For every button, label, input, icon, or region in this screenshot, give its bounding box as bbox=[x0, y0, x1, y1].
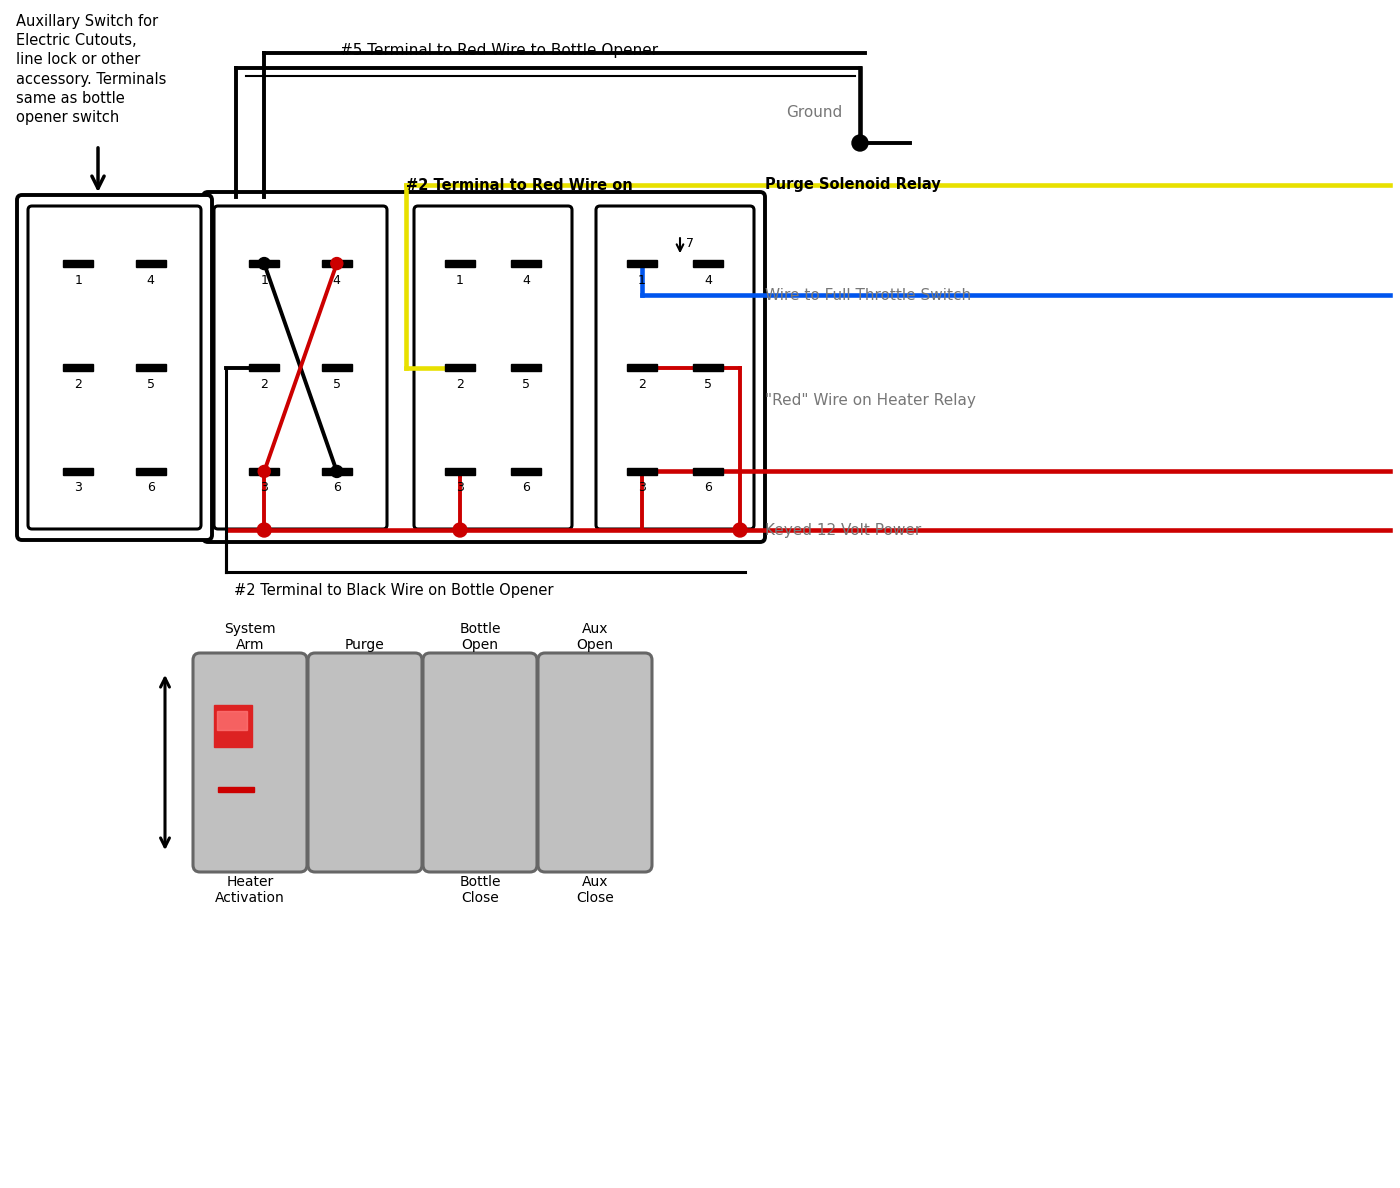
Text: 6: 6 bbox=[333, 481, 340, 494]
Text: #5 Terminal to Red Wire to Bottle Opener: #5 Terminal to Red Wire to Bottle Opener bbox=[340, 43, 658, 57]
Bar bbox=[214, 706, 252, 747]
Text: 1: 1 bbox=[260, 273, 269, 286]
Circle shape bbox=[734, 523, 748, 537]
Text: 5: 5 bbox=[522, 378, 531, 391]
Bar bbox=[511, 364, 540, 371]
Bar bbox=[627, 364, 657, 371]
Circle shape bbox=[258, 258, 270, 270]
Text: 3: 3 bbox=[638, 481, 645, 494]
FancyBboxPatch shape bbox=[414, 206, 573, 529]
Text: 6: 6 bbox=[704, 481, 713, 494]
Text: Auxillary Switch for
Electric Cutouts,
line lock or other
accessory. Terminals
s: Auxillary Switch for Electric Cutouts, l… bbox=[15, 14, 167, 125]
Text: 2: 2 bbox=[456, 378, 463, 391]
Text: 5: 5 bbox=[704, 378, 713, 391]
FancyBboxPatch shape bbox=[203, 192, 764, 542]
Text: 2: 2 bbox=[260, 378, 269, 391]
Text: 4: 4 bbox=[333, 273, 340, 286]
Bar bbox=[445, 364, 475, 371]
Text: #2 Terminal to Black Wire on Bottle Opener: #2 Terminal to Black Wire on Bottle Open… bbox=[234, 582, 553, 598]
Text: Purge: Purge bbox=[346, 638, 385, 652]
Bar bbox=[322, 260, 351, 267]
Bar bbox=[249, 364, 279, 371]
Text: 1: 1 bbox=[638, 273, 645, 286]
Text: 6: 6 bbox=[522, 481, 531, 494]
Text: "Red" Wire on Heater Relay: "Red" Wire on Heater Relay bbox=[764, 392, 976, 407]
Text: 5: 5 bbox=[147, 378, 155, 391]
Text: 5: 5 bbox=[333, 378, 340, 391]
Bar bbox=[627, 468, 657, 475]
Bar bbox=[217, 712, 246, 731]
Text: Bottle
Close: Bottle Close bbox=[459, 876, 501, 905]
Text: 3: 3 bbox=[260, 481, 269, 494]
FancyBboxPatch shape bbox=[214, 206, 386, 529]
Circle shape bbox=[330, 466, 343, 478]
Bar bbox=[322, 468, 351, 475]
FancyBboxPatch shape bbox=[596, 206, 755, 529]
Bar bbox=[63, 364, 94, 371]
Bar bbox=[511, 260, 540, 267]
Text: Aux
Close: Aux Close bbox=[577, 876, 613, 905]
FancyBboxPatch shape bbox=[28, 206, 202, 529]
FancyBboxPatch shape bbox=[193, 653, 307, 872]
Text: Keyed 12 Volt Power: Keyed 12 Volt Power bbox=[764, 523, 921, 537]
Circle shape bbox=[853, 135, 868, 151]
Bar bbox=[511, 468, 540, 475]
Text: Wire to Full Throttle Switch: Wire to Full Throttle Switch bbox=[764, 287, 972, 303]
Text: 3: 3 bbox=[456, 481, 463, 494]
Bar bbox=[136, 468, 165, 475]
Bar bbox=[249, 468, 279, 475]
Text: 1: 1 bbox=[456, 273, 463, 286]
Text: 1: 1 bbox=[74, 273, 83, 286]
Circle shape bbox=[258, 523, 272, 537]
Bar bbox=[693, 260, 722, 267]
Circle shape bbox=[258, 466, 270, 478]
Bar bbox=[693, 364, 722, 371]
Bar bbox=[218, 788, 253, 792]
Text: 4: 4 bbox=[147, 273, 155, 286]
Text: 7: 7 bbox=[686, 236, 694, 249]
Text: 4: 4 bbox=[704, 273, 713, 286]
FancyBboxPatch shape bbox=[423, 653, 538, 872]
Text: #2 Terminal to Red Wire on: #2 Terminal to Red Wire on bbox=[406, 177, 638, 192]
Text: 4: 4 bbox=[522, 273, 531, 286]
Circle shape bbox=[330, 258, 343, 270]
FancyBboxPatch shape bbox=[308, 653, 421, 872]
Text: 2: 2 bbox=[638, 378, 645, 391]
Bar bbox=[63, 468, 94, 475]
Text: Purge Solenoid Relay: Purge Solenoid Relay bbox=[764, 177, 941, 192]
Circle shape bbox=[454, 523, 468, 537]
Text: Heater
Activation: Heater Activation bbox=[216, 876, 284, 905]
Bar bbox=[322, 364, 351, 371]
Text: 6: 6 bbox=[147, 481, 155, 494]
Text: 3: 3 bbox=[74, 481, 83, 494]
Bar bbox=[249, 260, 279, 267]
Text: 2: 2 bbox=[74, 378, 83, 391]
Text: System
Arm: System Arm bbox=[224, 621, 276, 652]
Text: Ground: Ground bbox=[785, 105, 841, 120]
Bar bbox=[136, 364, 165, 371]
Bar bbox=[445, 468, 475, 475]
Bar bbox=[445, 260, 475, 267]
Bar bbox=[693, 468, 722, 475]
Text: Aux
Open: Aux Open bbox=[577, 621, 613, 652]
FancyBboxPatch shape bbox=[17, 195, 211, 541]
Bar bbox=[136, 260, 165, 267]
Bar bbox=[63, 260, 94, 267]
Bar bbox=[627, 260, 657, 267]
Text: Bottle
Open: Bottle Open bbox=[459, 621, 501, 652]
FancyBboxPatch shape bbox=[538, 653, 652, 872]
